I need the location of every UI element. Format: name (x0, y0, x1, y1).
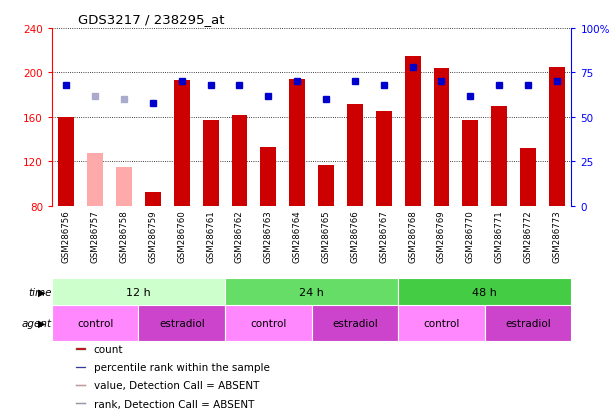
Bar (203, 121, 219, 206)
Text: count: count (94, 344, 123, 354)
Bar (232, 116, 247, 206)
Bar (318, 166, 334, 206)
Text: estradiol: estradiol (505, 318, 551, 328)
Text: GSM286758: GSM286758 (120, 210, 128, 263)
Bar (463, 121, 478, 206)
Text: ▶: ▶ (38, 287, 46, 297)
Bar (289, 80, 305, 206)
Bar (312, 306, 398, 341)
Text: rank, Detection Call = ABSENT: rank, Detection Call = ABSENT (94, 399, 254, 408)
Text: time: time (29, 287, 52, 297)
Text: GSM286760: GSM286760 (177, 210, 186, 263)
Text: control: control (423, 318, 459, 328)
Bar (376, 112, 392, 206)
Text: GSM286773: GSM286773 (552, 210, 562, 263)
Text: value, Detection Call = ABSENT: value, Detection Call = ABSENT (94, 380, 259, 391)
Bar (76, 385, 86, 386)
Text: GSM286761: GSM286761 (206, 210, 215, 263)
Text: GDS3217 / 238295_at: GDS3217 / 238295_at (78, 13, 224, 26)
Text: 12 h: 12 h (126, 287, 151, 297)
Text: GSM286771: GSM286771 (495, 210, 503, 263)
Text: 24 h: 24 h (299, 287, 324, 297)
Text: agent: agent (22, 318, 52, 328)
Text: control: control (250, 318, 287, 328)
Text: GSM286756: GSM286756 (62, 210, 71, 263)
Text: GSM286772: GSM286772 (524, 210, 533, 263)
Bar (225, 306, 312, 341)
Text: estradiol: estradiol (159, 318, 205, 328)
Bar (145, 192, 161, 206)
Bar (485, 306, 571, 341)
Bar (260, 148, 276, 206)
Text: GSM286766: GSM286766 (350, 210, 359, 263)
Text: GSM286762: GSM286762 (235, 210, 244, 263)
Bar (76, 349, 86, 350)
Bar (52, 279, 225, 306)
Bar (52, 306, 139, 341)
Bar (76, 367, 86, 368)
Bar (87, 153, 103, 206)
Bar (398, 279, 571, 306)
Bar (549, 68, 565, 206)
Text: GSM286769: GSM286769 (437, 210, 446, 263)
Bar (491, 107, 507, 206)
Text: GSM286763: GSM286763 (264, 210, 273, 263)
Bar (174, 81, 189, 206)
Text: 48 h: 48 h (472, 287, 497, 297)
Bar (225, 279, 398, 306)
Text: estradiol: estradiol (332, 318, 378, 328)
Text: GSM286770: GSM286770 (466, 210, 475, 263)
Text: GSM286768: GSM286768 (408, 210, 417, 263)
Bar (76, 403, 86, 404)
Text: GSM286765: GSM286765 (321, 210, 331, 263)
Text: GSM286764: GSM286764 (293, 210, 302, 263)
Bar (434, 69, 449, 206)
Bar (59, 118, 75, 206)
Bar (520, 149, 536, 206)
Text: percentile rank within the sample: percentile rank within the sample (94, 363, 269, 373)
Bar (398, 306, 485, 341)
Bar (347, 104, 363, 206)
Text: control: control (77, 318, 114, 328)
Text: GSM286757: GSM286757 (90, 210, 100, 263)
Text: GSM286759: GSM286759 (148, 210, 158, 263)
Text: ▶: ▶ (38, 318, 46, 328)
Bar (404, 57, 420, 206)
Text: GSM286767: GSM286767 (379, 210, 388, 263)
Bar (139, 306, 225, 341)
Bar (116, 168, 132, 206)
